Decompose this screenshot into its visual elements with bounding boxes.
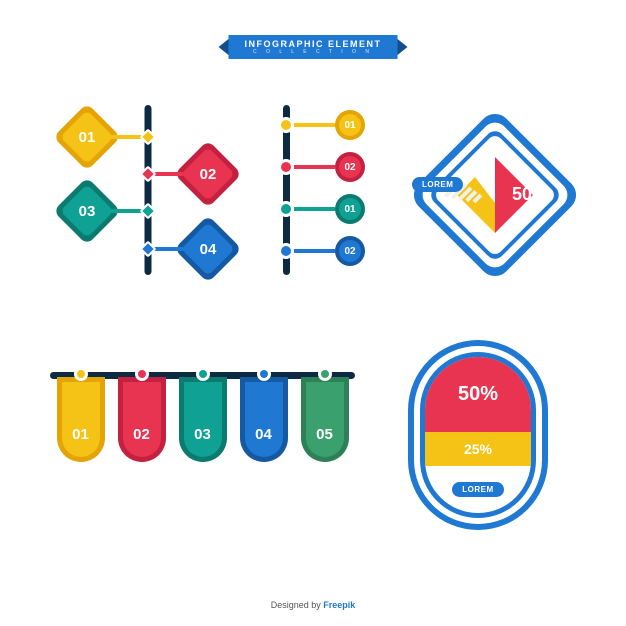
- tab-pin-icon: [74, 367, 88, 381]
- lorem-tag: LOREM: [412, 174, 463, 192]
- spine-pin-icon: [278, 159, 294, 175]
- lorem-tag: LOREM: [452, 482, 503, 497]
- diamond-node: 04: [184, 225, 232, 273]
- capsule-bottom: LOREM: [425, 466, 531, 513]
- circle-node: 01: [275, 194, 365, 224]
- spine-dot-icon: [139, 241, 156, 258]
- spine-dot-icon: [139, 166, 156, 183]
- tab-label: 03: [194, 426, 211, 443]
- circle-outer: 02: [335, 236, 365, 266]
- header-subtitle: C O L L E C T I O N: [244, 49, 381, 55]
- ribbon-notch-right-icon: [398, 39, 408, 55]
- percent-mid: 25%: [464, 441, 492, 457]
- footer-attribution: Designed by Freepik: [0, 600, 626, 610]
- square-panel-svg: [400, 100, 590, 290]
- circle-outer: 01: [335, 194, 365, 224]
- tab-label: 01: [72, 426, 89, 443]
- tab-label: 05: [316, 426, 333, 443]
- capsule-inner: 50% 25% LOREM: [425, 357, 531, 513]
- percent-top: 50%: [458, 383, 498, 406]
- spine-pin-icon: [278, 201, 294, 217]
- tab-label: 04: [255, 426, 272, 443]
- connector-line: [294, 165, 335, 169]
- tab-body-outer: 05: [301, 377, 349, 462]
- hanging-tab: 04: [240, 360, 288, 462]
- tab-label: 02: [133, 426, 150, 443]
- tab-pin-icon: [318, 367, 332, 381]
- spine-pin-icon: [278, 117, 294, 133]
- tab-pin-icon: [135, 367, 149, 381]
- hanging-tab: 05: [301, 360, 349, 462]
- circle-node: 02: [275, 236, 365, 266]
- ribbon-notch-left-icon: [218, 39, 228, 55]
- diamond-node: 03: [63, 187, 111, 235]
- tab-body-inner: 04: [245, 382, 283, 457]
- header-title: INFOGRAPHIC ELEMENT: [244, 39, 381, 49]
- tab-body-outer: 02: [118, 377, 166, 462]
- spine-pin-icon: [278, 243, 294, 259]
- capsule-panel: 50% 25% LOREM: [408, 340, 548, 530]
- capsule-top-fill: 50%: [425, 357, 531, 432]
- rotated-square-panel: 50% LOREM: [400, 100, 590, 290]
- tab-body-outer: 01: [57, 377, 105, 462]
- spine-dot-icon: [139, 129, 156, 146]
- circle-outer: 01: [335, 110, 365, 140]
- diamond-node: 01: [63, 113, 111, 161]
- connector-line: [294, 249, 335, 253]
- tab-body-outer: 04: [240, 377, 288, 462]
- diamond-node: 02: [184, 150, 232, 198]
- circle-timeline: 01 02 01 02: [275, 105, 365, 275]
- circle-inner: 02: [339, 240, 361, 262]
- tab-pin-icon: [257, 367, 271, 381]
- circle-node: 01: [275, 110, 365, 140]
- spine-dot-icon: [139, 203, 156, 220]
- tab-body-outer: 03: [179, 377, 227, 462]
- tab-body-inner: 05: [306, 382, 344, 457]
- circle-inner: 01: [339, 114, 361, 136]
- percent-label: 50%: [512, 184, 548, 205]
- tab-body-inner: 03: [184, 382, 222, 457]
- hanging-tab: 03: [179, 360, 227, 462]
- ribbon-body: INFOGRAPHIC ELEMENT C O L L E C T I O N: [228, 35, 397, 59]
- footer-prefix: Designed by: [271, 600, 324, 610]
- hanging-tabs: 01 02 03 04 05: [50, 360, 355, 500]
- header-ribbon: INFOGRAPHIC ELEMENT C O L L E C T I O N: [218, 35, 407, 59]
- tab-body-inner: 01: [62, 382, 100, 457]
- circle-node: 02: [275, 152, 365, 182]
- tab-pin-icon: [196, 367, 210, 381]
- connector-line: [294, 123, 335, 127]
- hanging-tab: 02: [118, 360, 166, 462]
- diamond-timeline: 01 02 03 04: [55, 105, 240, 275]
- hanging-tab: 01: [57, 360, 105, 462]
- circle-inner: 01: [339, 198, 361, 220]
- circle-inner: 02: [339, 156, 361, 178]
- footer-brand: Freepik: [323, 600, 355, 610]
- circle-outer: 02: [335, 152, 365, 182]
- tab-body-inner: 02: [123, 382, 161, 457]
- connector-line: [294, 207, 335, 211]
- capsule-mid-fill: 25%: [425, 432, 531, 466]
